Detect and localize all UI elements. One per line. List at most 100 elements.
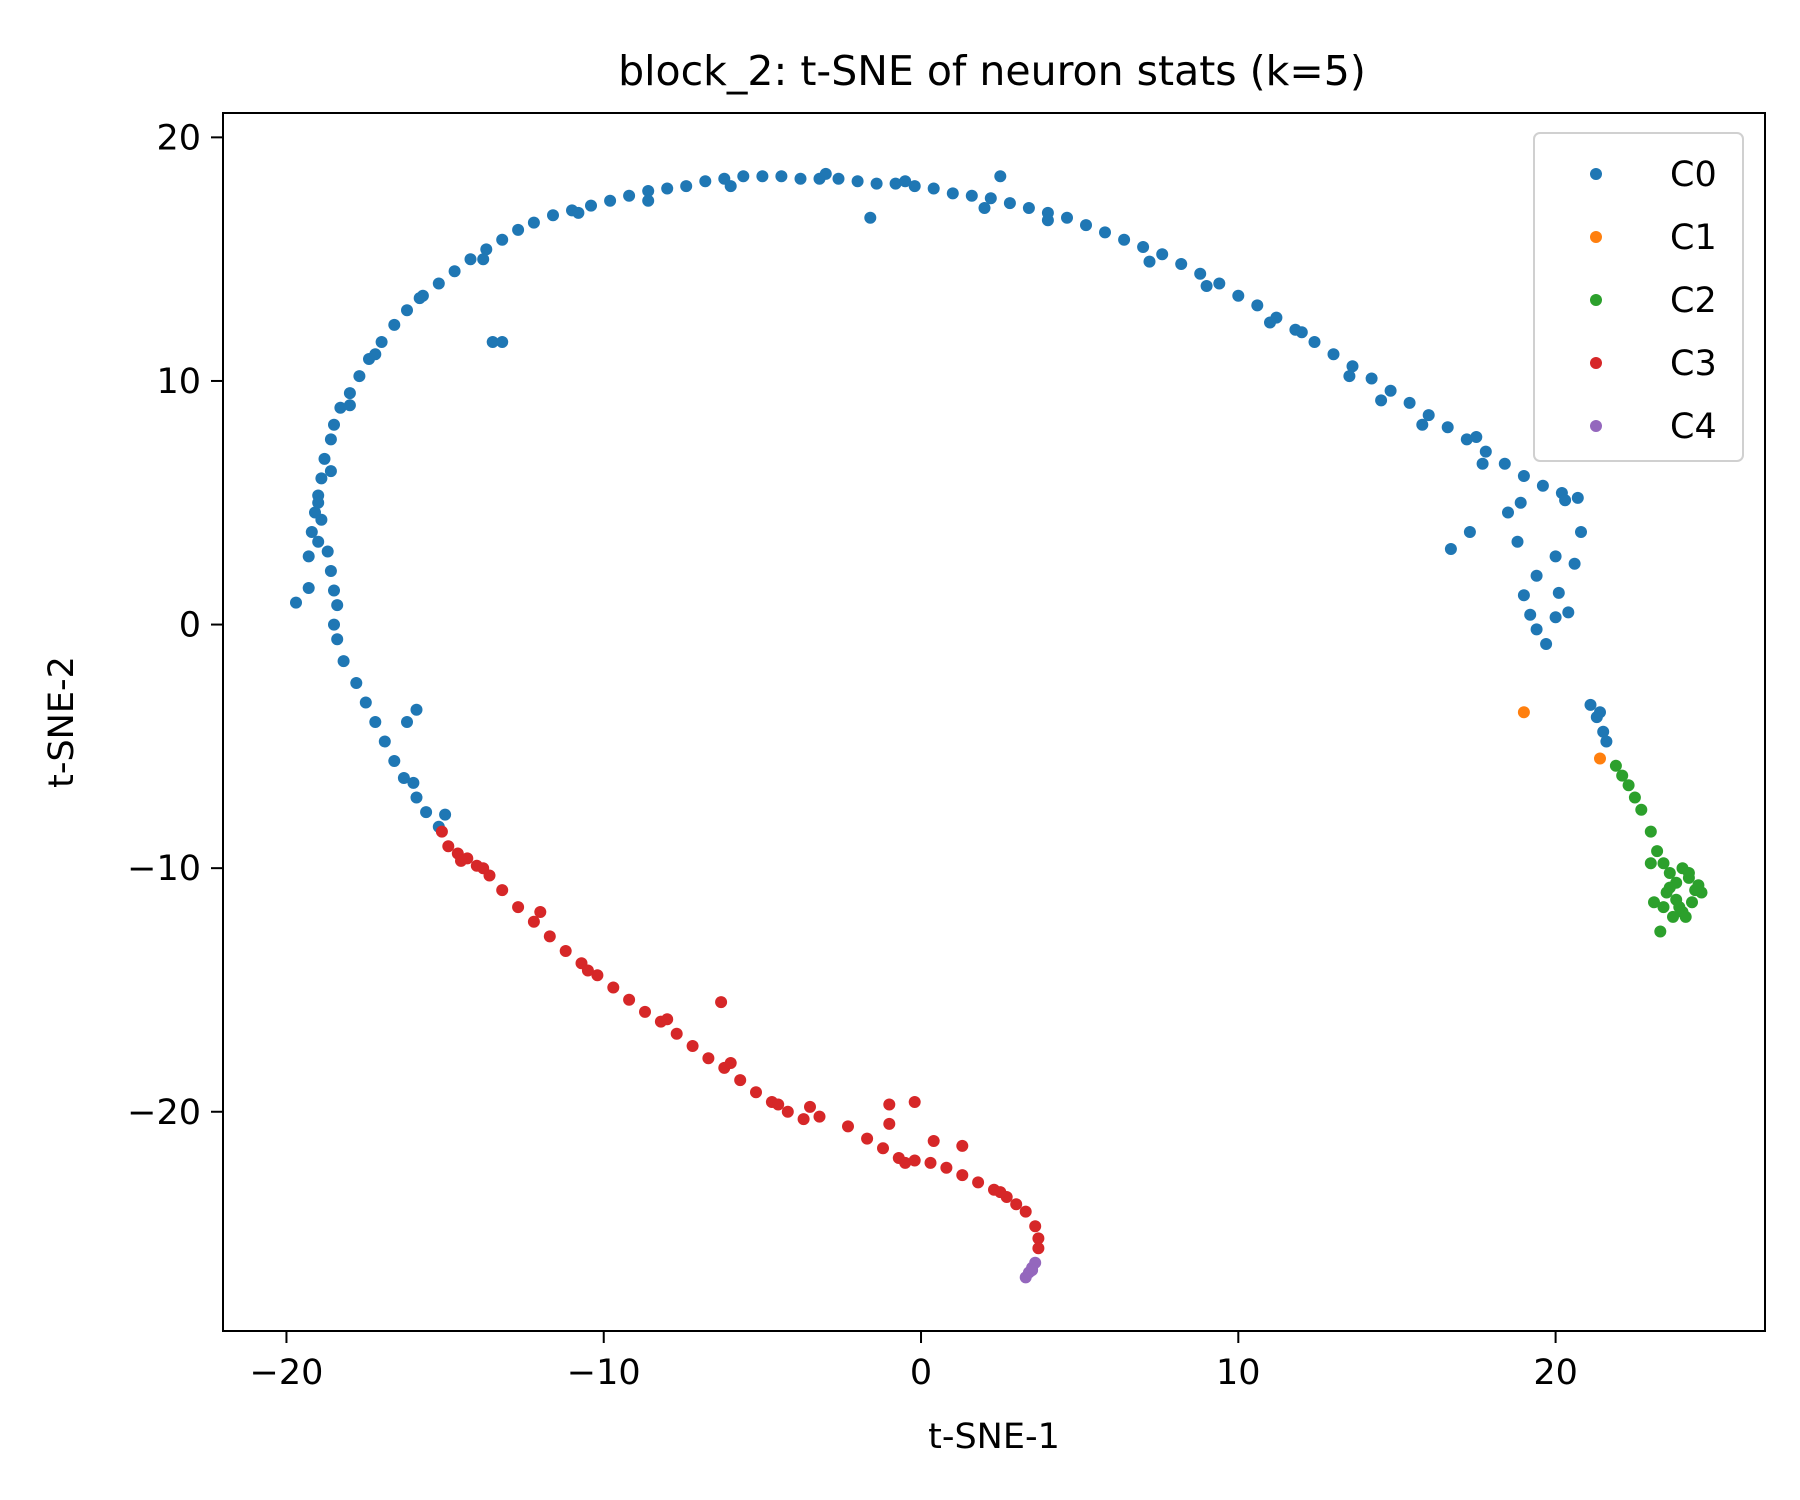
- y-axis-ticks: −20 −10 0 10 20: [127, 118, 223, 1133]
- point-c2-22: [1682, 867, 1695, 879]
- legend-box: [1533, 132, 1744, 462]
- point-c0-112: [1524, 608, 1537, 621]
- point-c0-20: [464, 253, 477, 266]
- point-c0-139: [899, 175, 912, 188]
- y-tick-label: 0: [179, 606, 201, 646]
- point-c0-79: [1571, 491, 1584, 504]
- point-c1-1: [1594, 752, 1606, 765]
- y-tick-label: 20: [156, 118, 201, 158]
- point-c2-17: [1657, 901, 1670, 914]
- legend-label-c2: C2: [1670, 281, 1717, 321]
- point-c0-61: [1232, 289, 1245, 302]
- point-c0-135: [1200, 280, 1213, 292]
- point-c0-80: [486, 336, 499, 348]
- point-c2-16: [1667, 910, 1679, 923]
- point-c0-94: [359, 696, 372, 709]
- point-c0-54: [1099, 226, 1111, 239]
- point-c0-82: [864, 211, 877, 224]
- point-c0-22: [496, 233, 509, 246]
- x-tick-label: −20: [250, 1353, 324, 1393]
- point-c0-98: [397, 772, 410, 784]
- point-c0-104: [439, 808, 452, 821]
- series-c2: [1609, 759, 1708, 938]
- point-c3-29: [877, 1142, 889, 1155]
- point-c0-117: [1568, 557, 1581, 570]
- legend-label-c0: C0: [1670, 155, 1717, 195]
- point-c0-70: [1403, 396, 1416, 409]
- point-c0-38: [794, 172, 807, 185]
- point-c0-35: [737, 170, 750, 183]
- point-c0-32: [680, 180, 693, 193]
- point-c0-109: [1502, 506, 1514, 519]
- point-c0-95: [369, 716, 382, 728]
- point-c0-47: [965, 189, 978, 202]
- point-c0-148: [324, 465, 337, 478]
- point-c3-49: [455, 854, 467, 867]
- legend-label-c4: C4: [1670, 407, 1717, 447]
- point-c0-60: [1213, 277, 1226, 290]
- point-c0-58: [1175, 258, 1188, 270]
- points-layer: [290, 167, 1708, 1284]
- point-c3-43: [715, 996, 728, 1009]
- x-axis-ticks: −20 −10 0 10 20: [250, 1331, 1578, 1393]
- point-c0-140: [819, 167, 832, 180]
- point-c0-74: [1479, 445, 1492, 458]
- point-c2-26: [1673, 901, 1686, 914]
- point-c0-114: [1540, 638, 1553, 650]
- point-c3-32: [924, 1156, 937, 1169]
- point-c0-138: [978, 202, 991, 214]
- point-c3-10: [559, 945, 572, 957]
- x-tick-label: −10: [567, 1353, 641, 1393]
- point-c0-102: [401, 716, 413, 728]
- point-c3-18: [686, 1040, 699, 1052]
- point-c0-43: [889, 177, 902, 190]
- point-c0-99: [410, 791, 423, 804]
- point-c0-7: [318, 452, 331, 465]
- x-tick-label: 20: [1533, 1353, 1578, 1393]
- point-c0-29: [623, 189, 636, 202]
- point-c0-50: [1022, 202, 1035, 214]
- point-c2-19: [1654, 925, 1667, 938]
- point-c1-0: [1517, 706, 1530, 719]
- point-c3-7: [512, 901, 525, 914]
- series-c1: [1517, 706, 1606, 765]
- point-c0-33: [699, 175, 712, 188]
- point-c3-41: [1032, 1232, 1045, 1245]
- point-c0-93: [350, 677, 363, 689]
- point-c3-54: [724, 1057, 737, 1069]
- point-c3-57: [899, 1156, 912, 1169]
- point-c0-11: [343, 387, 356, 400]
- point-c0-119: [1559, 494, 1572, 507]
- point-c0-111: [1517, 589, 1530, 602]
- point-c2-8: [1663, 867, 1676, 879]
- point-c3-35: [972, 1176, 985, 1189]
- point-c0-90: [328, 618, 340, 631]
- legend-marker-c3: [1590, 357, 1602, 369]
- point-c2-3: [1628, 791, 1641, 804]
- y-tick-label: −10: [127, 849, 201, 889]
- point-c0-122: [1597, 725, 1610, 738]
- point-c0-0: [290, 596, 302, 609]
- point-c0-110: [1511, 535, 1524, 548]
- point-c0-6: [315, 472, 328, 485]
- point-c0-146: [369, 348, 382, 361]
- point-c0-66: [1327, 348, 1340, 361]
- point-c0-65: [1308, 336, 1321, 348]
- point-c0-73: [1460, 433, 1473, 446]
- point-c0-28: [604, 194, 617, 207]
- point-c0-40: [832, 172, 845, 185]
- point-c0-30: [642, 185, 655, 197]
- point-c0-71: [1422, 409, 1435, 422]
- point-c0-124: [1594, 706, 1606, 719]
- point-c0-137: [1041, 214, 1054, 227]
- x-tick-label: 0: [910, 1353, 932, 1393]
- legend: C0 C1 C2 C3 C4: [1533, 132, 1744, 462]
- point-c0-87: [324, 565, 337, 577]
- point-c0-91: [331, 633, 344, 646]
- point-c3-21: [734, 1074, 747, 1087]
- point-c0-45: [927, 182, 940, 195]
- point-c0-14: [375, 336, 388, 348]
- y-tick-label: 10: [156, 362, 201, 402]
- point-c2-0: [1609, 759, 1622, 772]
- point-c0-100: [420, 806, 433, 819]
